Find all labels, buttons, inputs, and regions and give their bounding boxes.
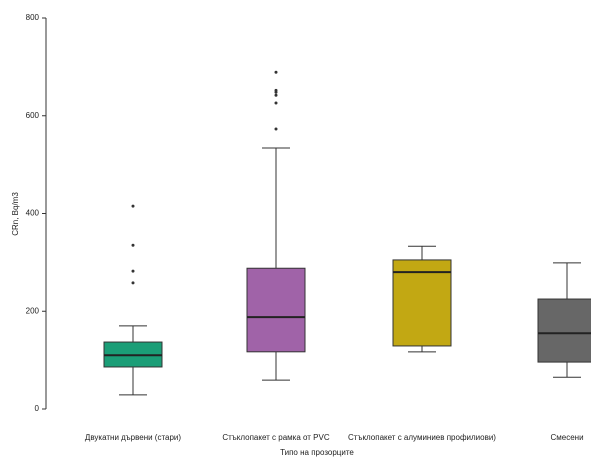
- x-tick-label: Стъклопакет с алуминиев профилиови): [348, 433, 496, 442]
- x-tick-label: Двукатни дървени (стари): [85, 433, 181, 442]
- x-tick-label: Смесени: [550, 433, 583, 442]
- outlier: [131, 243, 135, 247]
- outlier: [274, 93, 278, 97]
- y-tick-label: 600: [26, 111, 40, 120]
- x-axis-label: Типо на прозорците: [280, 448, 354, 457]
- y-tick-label: 200: [26, 306, 40, 315]
- outlier: [131, 204, 135, 208]
- box: [246, 267, 306, 353]
- y-tick-label: 400: [26, 209, 40, 218]
- box: [392, 259, 452, 347]
- y-tick-label: 800: [26, 13, 40, 22]
- outlier: [131, 269, 135, 273]
- y-axis-label: CRn, Bq/m3: [11, 192, 20, 236]
- outlier: [274, 127, 278, 131]
- box: [537, 298, 591, 363]
- x-tick-label: Стъклопакет с рамка от PVC: [222, 433, 329, 442]
- outlier: [274, 88, 278, 92]
- y-tick-label: 0: [35, 404, 40, 413]
- outlier: [274, 101, 278, 105]
- outlier: [131, 281, 135, 285]
- outlier: [274, 70, 278, 74]
